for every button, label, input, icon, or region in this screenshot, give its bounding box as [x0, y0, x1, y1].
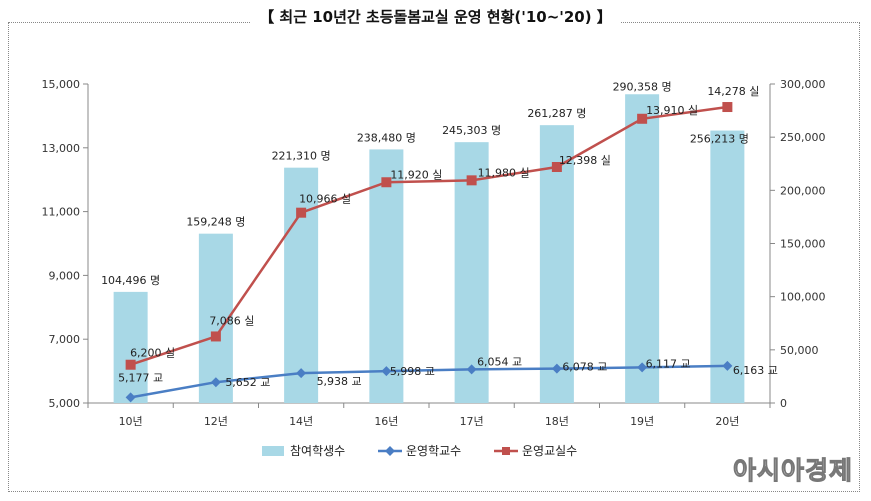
x-tick-label: 20년	[715, 415, 739, 428]
point-marker	[381, 366, 392, 377]
x-tick-label: 10년	[119, 415, 143, 428]
series-line	[130, 364, 728, 399]
left-tick-label: 5,000	[49, 397, 81, 410]
line-data-label: 6,200 실	[130, 347, 175, 360]
bar-data-label: 245,303 명	[442, 124, 501, 137]
point-marker	[722, 102, 733, 113]
left-tick-label: 7,000	[49, 333, 81, 346]
x-tick-label: 16년	[374, 415, 398, 428]
x-tick-label: 17년	[460, 415, 484, 428]
point-marker	[210, 377, 221, 388]
point-marker	[210, 331, 221, 342]
legend-label: 참여학생수	[290, 444, 345, 458]
point-marker	[296, 207, 307, 218]
bar-data-label: 290,358 명	[613, 80, 672, 93]
legend-label: 운영교실수	[522, 444, 577, 458]
left-tick-label: 15,000	[42, 78, 81, 91]
point-marker	[296, 368, 307, 379]
point-marker	[125, 392, 136, 403]
point-marker	[466, 175, 477, 186]
legend-marker	[502, 447, 510, 455]
left-tick-label: 11,000	[42, 206, 81, 219]
line-data-label: 5,938 교	[317, 375, 362, 388]
bar	[369, 149, 404, 403]
point-marker	[637, 362, 648, 373]
x-tick-label: 19년	[630, 415, 654, 428]
line-data-label: 10,966 실	[299, 193, 351, 206]
line-data-label: 11,920 실	[390, 168, 442, 181]
line-data-label: 7,086 실	[209, 314, 254, 327]
bar-series	[113, 94, 745, 404]
line-data-label: 12,398 실	[559, 154, 611, 167]
point-marker	[381, 177, 392, 188]
right-tick-label: 50,000	[780, 344, 819, 357]
left-tick-label: 9,000	[49, 269, 81, 282]
line-data-label: 5,998 교	[390, 365, 435, 378]
line-data-label: 6,054 교	[477, 355, 522, 368]
right-tick-label: 300,000	[780, 78, 826, 91]
bar-data-label: 238,480 명	[357, 131, 416, 144]
watermark-logo: 아시아경제	[732, 456, 853, 486]
point-marker	[637, 113, 648, 124]
line-data-label: 13,910 실	[646, 104, 698, 117]
point-marker	[466, 364, 477, 375]
legend-swatch	[262, 446, 284, 456]
data-labels: 104,496 명 159,248 명 221,310 명 238,480 명 245,…	[101, 80, 778, 389]
chart-title-text: 【 최근 10년간 초등돌봄교실 운영 현황('10~'20) 】	[251, 8, 620, 26]
line-data-label: 6,078 교	[562, 361, 607, 374]
bar-data-label: 261,287 명	[527, 107, 586, 120]
bar	[625, 94, 660, 404]
x-tick-label: 18년	[545, 415, 569, 428]
right-tick-label: 200,000	[780, 184, 826, 197]
series-line	[130, 105, 728, 366]
point-marker	[125, 359, 136, 370]
line-series	[125, 102, 733, 403]
bar	[284, 167, 319, 403]
line-data-label: 6,117 교	[646, 357, 691, 370]
right-tick-label: 150,000	[780, 238, 826, 251]
right-tick-label: 250,000	[780, 131, 826, 144]
chart-title: 【 최근 10년간 초등돌봄교실 운영 현황('10~'20) 】	[0, 6, 871, 27]
bar	[454, 142, 489, 404]
line-data-label: 5,177 교	[118, 371, 163, 384]
bar	[710, 130, 745, 403]
x-tick-label: 12년	[204, 415, 228, 428]
legend: 참여학생수 운영학교수 운영교실수	[262, 444, 577, 458]
axes: 5,000 7,000 9,000 11,000 13,000 15,000 0 50,000…	[42, 78, 826, 428]
line-data-label: 11,980 실	[478, 166, 530, 179]
line-data-label: 14,278 실	[707, 85, 759, 98]
legend-marker	[385, 446, 395, 456]
line-data-label: 6,163 교	[733, 364, 778, 377]
x-tick-label: 14년	[289, 415, 313, 428]
left-tick-label: 13,000	[42, 142, 81, 155]
bar-data-label: 256,213 명	[690, 133, 749, 146]
legend-label: 운영학교수	[406, 444, 461, 458]
line-data-label: 5,652 교	[225, 376, 270, 389]
bar-data-label: 221,310 명	[272, 150, 331, 163]
point-marker	[551, 363, 562, 374]
bar-data-label: 104,496 명	[101, 274, 160, 287]
point-marker	[551, 162, 562, 173]
point-marker	[722, 360, 733, 371]
bar-data-label: 159,248 명	[186, 216, 245, 229]
bar	[113, 291, 148, 403]
right-tick-label: 100,000	[780, 291, 826, 304]
right-tick-label: 0	[780, 397, 787, 410]
